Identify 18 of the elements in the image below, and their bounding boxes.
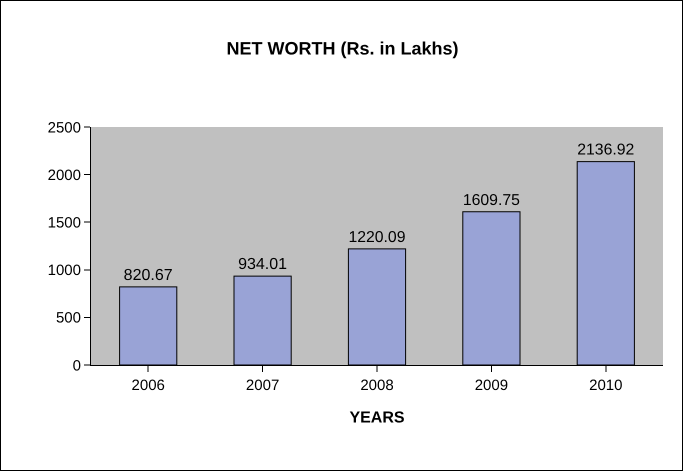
x-axis-title: YEARS	[349, 410, 405, 427]
data-label: 1220.09	[348, 228, 406, 246]
y-tick-label: 1000	[48, 262, 81, 280]
data-label: 1609.75	[462, 192, 520, 209]
y-tick-label: 2000	[48, 166, 81, 184]
chart-title: NET WORTH (Rs. in Lakhs)	[226, 38, 459, 58]
data-label: 820.67	[124, 266, 173, 284]
data-label: 2136.92	[577, 142, 634, 159]
y-tick-label: 0	[72, 357, 81, 374]
x-tick-label: 2009	[474, 377, 508, 394]
y-tick-label: 2500	[48, 119, 81, 136]
data-label: 934.01	[238, 256, 288, 274]
y-tick-label: 500	[56, 310, 81, 327]
x-tick-label: 2008	[360, 377, 394, 394]
x-tick-label: 2007	[246, 377, 280, 394]
x-tick-label: 2010	[589, 377, 622, 394]
x-tick-label: 2006	[132, 377, 165, 394]
y-tick-label: 1500	[48, 214, 81, 232]
